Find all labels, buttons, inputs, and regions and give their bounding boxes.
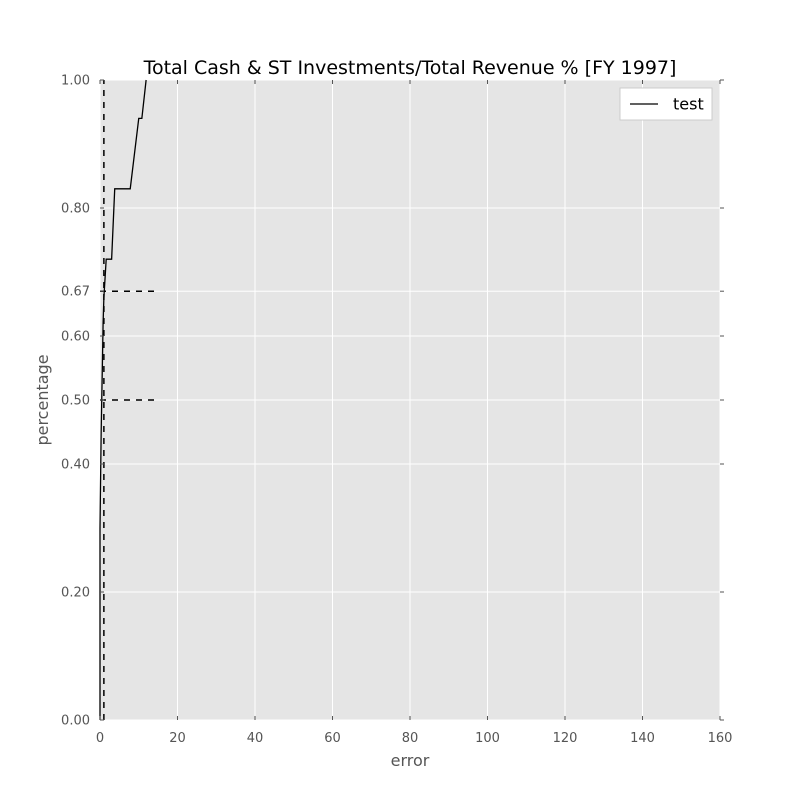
y-tick-label: 0.00 bbox=[61, 714, 90, 729]
x-tick-label: 120 bbox=[553, 731, 578, 746]
x-tick-label: 80 bbox=[402, 731, 419, 746]
y-tick-label: 0.60 bbox=[61, 330, 90, 345]
x-tick-label: 40 bbox=[247, 731, 264, 746]
legend-label: test bbox=[673, 95, 704, 114]
x-tick-label: 0 bbox=[96, 731, 104, 746]
x-tick-label: 20 bbox=[169, 731, 186, 746]
y-tick-label: 1.00 bbox=[61, 74, 90, 89]
y-tick-label: 0.40 bbox=[61, 458, 90, 473]
legend: test bbox=[619, 87, 713, 121]
series-line-test bbox=[99, 79, 147, 720]
x-tick-label: 140 bbox=[630, 731, 655, 746]
y-tick-label: 0.50 bbox=[61, 394, 90, 409]
y-tick-label: 0.80 bbox=[61, 202, 90, 217]
y-axis-label: percentage bbox=[33, 354, 52, 445]
chart-title: Total Cash & ST Investments/Total Revenu… bbox=[143, 57, 677, 79]
x-tick-label: 100 bbox=[475, 731, 500, 746]
y-tick-label: 0.20 bbox=[61, 586, 90, 601]
x-tick-label: 160 bbox=[708, 731, 733, 746]
y-tick-label: 0.67 bbox=[61, 285, 90, 300]
x-axis-label: error bbox=[391, 751, 430, 770]
x-tick-label: 60 bbox=[324, 731, 341, 746]
